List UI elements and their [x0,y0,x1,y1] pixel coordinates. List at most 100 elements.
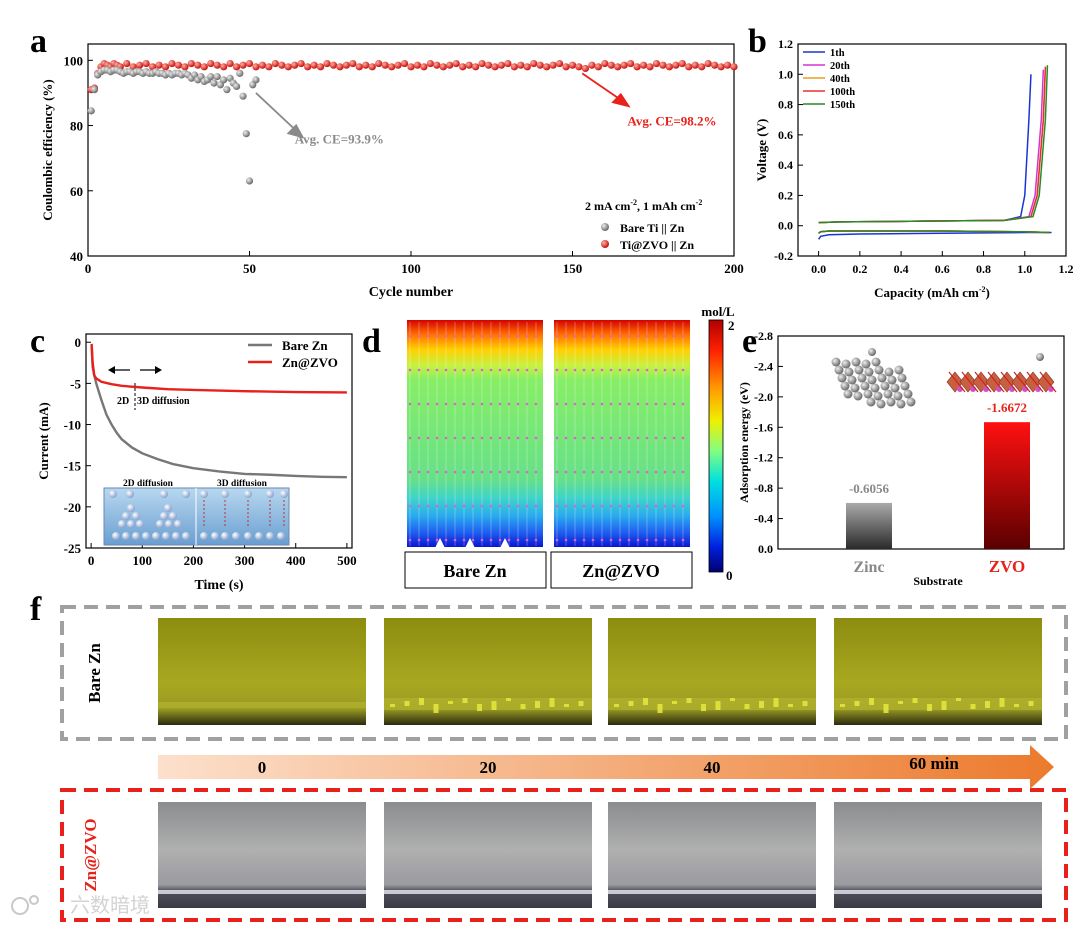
data-point-ti-zvo [239,61,247,69]
zn-atom-icon [244,490,252,498]
flux-arrow-icon [489,368,493,372]
dendrite-icon [477,704,482,711]
flux-arrow-icon [507,402,511,406]
data-point-ti-zvo [691,61,699,69]
flux-arrow-icon [498,538,502,542]
data-point-bare-ti [223,86,231,94]
dendrite-icon [883,704,889,713]
label-box-zn-zvo [550,551,693,589]
flux-arrow-icon [453,470,457,474]
zn-atom-icon [182,490,190,498]
data-point-bare-ti [213,73,221,81]
flux-arrow-icon [417,470,421,474]
zn-atom-icon [244,532,252,540]
flux-arrow-icon [555,470,559,474]
dendrite-icon [657,704,663,713]
flux-arrow-icon [645,470,649,474]
flux-arrow-icon [489,538,493,542]
dendrite-icon [578,701,584,706]
y-tick-label-b: 0.4 [778,158,793,172]
x-tick-label-b: 1.2 [1059,262,1074,276]
y-tick-label-c: -15 [64,459,82,474]
data-point-ti-zvo [678,59,686,68]
flux-arrow-icon [480,334,484,338]
zinc-atom-icon [831,357,841,367]
zinc-atom-icon [847,375,857,385]
dendrite-icon [941,701,947,710]
data-point-ti-zvo [472,63,480,71]
bond-icon [974,371,992,393]
dendrite-icon [802,701,808,706]
x-axis-label-b-sup: -2 [979,285,986,294]
dendrite-icon [1028,701,1034,706]
watermark: 六数暗境 [70,894,150,917]
dendrite-icon [912,698,918,703]
legend-label-zvo: Ti@ZVO || Zn [620,238,694,252]
dendrite-icon [840,704,845,707]
flux-arrow-icon [489,470,493,474]
data-point-ti-zvo [549,61,557,69]
panel-letter-a: a [30,23,47,60]
flux-arrow-icon [591,504,595,508]
data-point-ti-zvo [265,63,273,71]
flux-arrow-icon [480,538,484,542]
flux-arrow-icon [600,470,604,474]
x-tick-label-b: 0.4 [894,262,909,276]
bare-zn-deposit-1 [384,698,592,710]
bare-zn-frame-0 [158,618,366,725]
arrow-red-head [611,92,631,108]
flux-arrow-icon [507,334,511,338]
bond-icon [948,371,966,393]
data-point-ti-zvo [607,61,615,69]
data-point-ti-zvo [420,63,428,71]
data-point-ti-zvo [717,63,725,71]
data-point-ti-zvo [388,63,396,71]
zinc-atom-icon [861,359,871,369]
flux-arrow-icon [435,368,439,372]
zn-atom-icon [200,532,208,540]
flux-arrow-icon [609,368,613,372]
flux-arrow-icon [618,402,622,406]
axes-frame-b [797,43,1067,257]
zinc-atom-icon [903,389,913,399]
data-point-ti-zvo [323,59,331,68]
dendrite-icon [898,701,903,704]
label-2d: 2D [117,396,129,407]
flux-arrow-icon [498,470,502,474]
annotation-bare: Avg. CE=93.9% [295,131,384,146]
flux-arrow-icon [564,368,568,372]
x-axis-label-a: Cycle number [369,285,453,300]
y-tick-label-e: -2.4 [754,359,773,373]
flux-arrow-icon [534,402,538,406]
dendrite-icon [730,698,735,701]
flux-arrow-icon [498,402,502,406]
flux-arrow-icon [627,334,631,338]
flux-arrow-icon [417,368,421,372]
zn-atom-icon [232,532,240,540]
data-point-ti-zvo [252,63,260,71]
data-point-ti-zvo [646,63,654,71]
time-label-40: 40 [704,758,721,777]
flux-arrow-icon [435,436,439,440]
data-point-bare-ti [242,130,250,138]
flux-arrow-icon [534,470,538,474]
zn-atom-icon [122,512,130,520]
flux-arrow-icon [663,368,667,372]
data-point-ti-zvo [161,63,170,71]
flux-arrow-icon [681,402,685,406]
data-point-ti-zvo [200,63,208,71]
data-point-ti-zvo [484,61,493,69]
flux-arrow-icon [555,402,559,406]
flux-arrow-icon [516,368,520,372]
flux-arrow-icon [417,402,421,406]
panel-letter-b: b [748,23,767,60]
flux-arrow-icon [573,504,577,508]
flux-arrow-icon [408,368,412,372]
y-tick-label-b: -0.2 [774,249,793,263]
y-tick-label-c: -20 [64,500,81,515]
flux-arrow-icon [534,436,538,440]
flux-arrow-icon [582,436,586,440]
data-point-ti-zvo [723,61,732,69]
flux-arrow-icon [636,368,640,372]
